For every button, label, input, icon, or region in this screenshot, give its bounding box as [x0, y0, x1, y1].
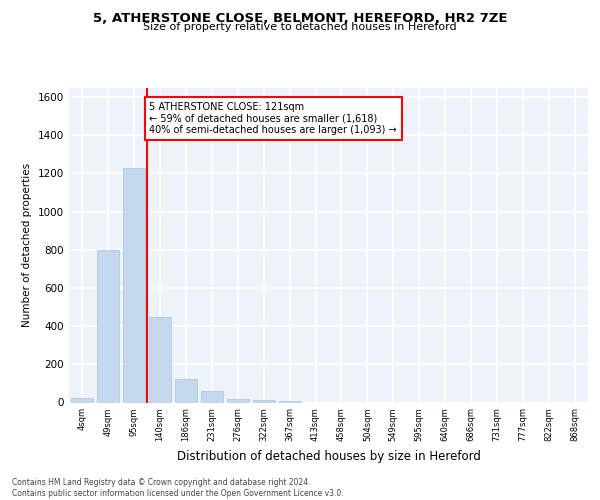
Bar: [253, 400, 275, 402]
Bar: [123, 168, 145, 402]
Bar: [97, 250, 119, 402]
Text: 5 ATHERSTONE CLOSE: 121sqm
← 59% of detached houses are smaller (1,618)
40% of s: 5 ATHERSTONE CLOSE: 121sqm ← 59% of deta…: [149, 102, 397, 135]
Bar: [71, 398, 93, 402]
Bar: [278, 400, 301, 402]
Bar: [200, 391, 223, 402]
Text: Contains HM Land Registry data © Crown copyright and database right 2024.
Contai: Contains HM Land Registry data © Crown c…: [12, 478, 344, 498]
Text: 5, ATHERSTONE CLOSE, BELMONT, HEREFORD, HR2 7ZE: 5, ATHERSTONE CLOSE, BELMONT, HEREFORD, …: [93, 12, 507, 26]
Bar: [227, 398, 249, 402]
Text: Size of property relative to detached houses in Hereford: Size of property relative to detached ho…: [143, 22, 457, 32]
X-axis label: Distribution of detached houses by size in Hereford: Distribution of detached houses by size …: [176, 450, 481, 462]
Bar: [149, 316, 171, 402]
Y-axis label: Number of detached properties: Number of detached properties: [22, 163, 32, 327]
Bar: [175, 378, 197, 402]
